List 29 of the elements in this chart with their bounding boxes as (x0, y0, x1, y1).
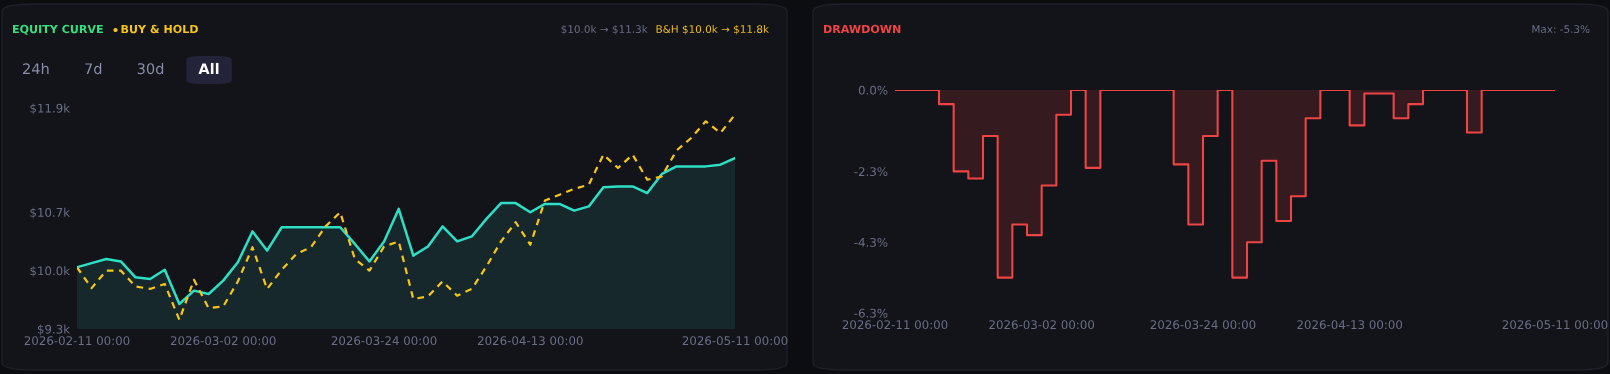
line-series (77, 113, 735, 321)
text: All (198, 62, 219, 75)
x-tick-label: 2026-04-13 00:00 (477, 336, 583, 346)
y-tick-label: $11.9k (30, 103, 71, 115)
text: 30d (137, 62, 164, 75)
y-tick-label: $10.0k (30, 266, 71, 277)
x-tick-label: 2026-04-13 00:00 (1297, 320, 1403, 330)
x-tick-label: 2026-03-02 00:00 (989, 320, 1095, 330)
x-tick-label: 2026-05-11 00:00 (682, 336, 788, 346)
x-tick-label: 2026-03-02 00:00 (170, 336, 276, 346)
y-tick-label: -4.3% (854, 237, 888, 247)
x-tick-label: 2026-05-11 00:00 (1502, 320, 1608, 330)
y-tick-label: -6.3% (854, 308, 888, 318)
chart-title: DRAWDOWN (824, 24, 901, 34)
legend-label: BUY & HOLD (121, 24, 198, 34)
y-tick-label: 0.0% (858, 85, 888, 95)
text: 24h (23, 62, 49, 75)
x-tick-label: 2026-02-11 00:00 (842, 320, 948, 330)
text: $10.0k → $11.3k (561, 24, 648, 35)
y-tick-label: -2.3% (854, 167, 888, 177)
x-tick-label: 2026-03-24 00:00 (1150, 320, 1256, 330)
x-tick-label: 2026-03-24 00:00 (331, 336, 437, 346)
text: B&H $10.0k → $11.8k (656, 24, 769, 35)
x-tick-label: 2026-02-11 00:00 (24, 336, 130, 346)
y-tick-label: $9.3k (37, 324, 71, 336)
text: Max: -5.3% (1532, 25, 1590, 34)
chart-title: EQUITY CURVE (13, 24, 103, 35)
y-tick-label: $10.7k (30, 207, 71, 219)
text: 7d (85, 62, 102, 75)
